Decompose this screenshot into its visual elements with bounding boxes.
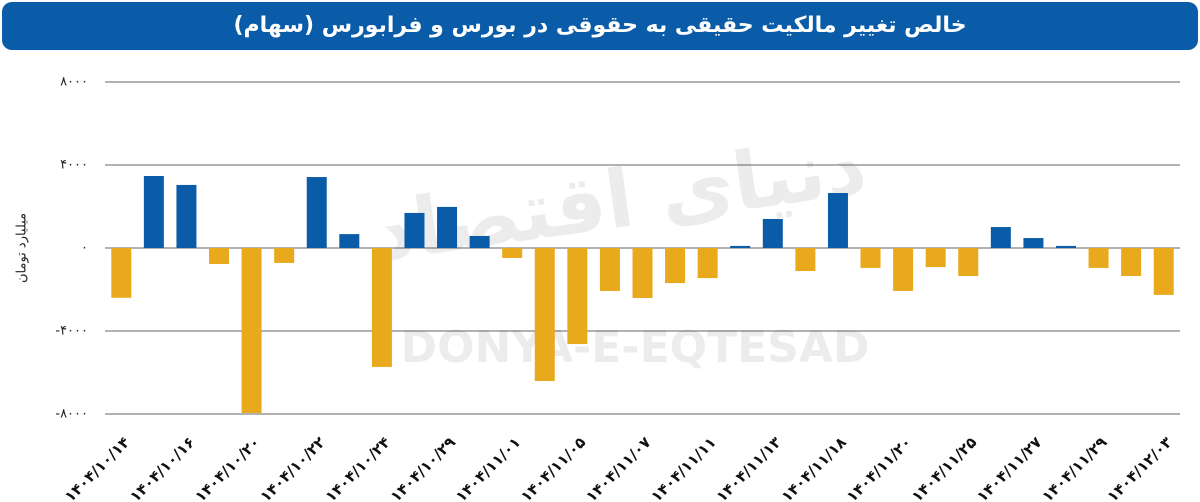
- title-bar: [2, 2, 1198, 50]
- x-tick-label: ۱۴۰۴/۱۱/۱۱: [647, 433, 719, 502]
- bar: [990, 227, 1011, 248]
- y-tick-label: ۴۰۰۰: [60, 158, 88, 173]
- x-tick-label: ۱۴۰۴/۱۱/۲۷: [973, 433, 1045, 502]
- watermark: DONYA-E-EQTESAD: [401, 322, 870, 373]
- bar: [274, 248, 295, 263]
- bar: [111, 248, 132, 298]
- bar: [534, 248, 555, 382]
- y-axis-title: میلیارد تومان: [15, 213, 30, 283]
- x-tick-label: ۱۴۰۴/۱۰/۲۲: [256, 433, 328, 502]
- bar: [925, 248, 946, 268]
- bar: [1023, 238, 1044, 248]
- x-tick-label: ۱۴۰۴/۱۱/۰۷: [582, 433, 654, 502]
- x-tick-label: ۱۴۰۴/۱۲/۰۳: [1103, 433, 1175, 502]
- bar: [599, 248, 620, 291]
- bar: [1055, 245, 1076, 248]
- bar: [860, 248, 881, 268]
- x-tick-label: ۱۴۰۴/۱۰/۲۹: [387, 433, 459, 502]
- bar: [143, 175, 164, 248]
- x-tick-label: ۱۴۰۴/۱۰/۲۴: [322, 433, 394, 502]
- bar: [827, 193, 848, 248]
- x-tick-label: ۱۴۰۴/۱۱/۰۵: [517, 433, 589, 502]
- bar: [795, 248, 816, 272]
- bar: [665, 248, 686, 284]
- y-tick-label: -۴۰۰۰: [55, 324, 88, 339]
- bar: [437, 206, 458, 248]
- y-tick-label: -۸۰۰۰: [55, 407, 88, 422]
- x-tick-label: ۱۴۰۴/۱۱/۲۵: [908, 433, 980, 502]
- x-tick-label: ۱۴۰۴/۱۰/۲۰: [191, 433, 263, 502]
- bar: [176, 184, 197, 248]
- bar: [632, 248, 653, 299]
- bar: [241, 248, 262, 413]
- x-tick-label: ۱۴۰۴/۱۰/۱۶: [126, 433, 198, 502]
- x-tick-label: ۱۴۰۴/۱۱/۱۸: [778, 433, 850, 502]
- bar: [893, 248, 914, 291]
- bar: [339, 234, 360, 248]
- bar: [762, 218, 783, 248]
- bar: [469, 235, 490, 248]
- bar: [1121, 248, 1142, 277]
- bar: [404, 212, 425, 248]
- bar: [697, 248, 718, 279]
- bar: [567, 248, 588, 345]
- bar: [306, 177, 327, 248]
- x-tick-label: ۱۴۰۴/۱۱/۰۱: [452, 433, 524, 502]
- bar: [502, 248, 523, 258]
- bar: [958, 248, 979, 277]
- bar: [1153, 248, 1174, 295]
- x-tick-label: ۱۴۰۴/۱۱/۱۳: [713, 433, 785, 502]
- y-tick-label: ۸۰۰۰: [60, 75, 88, 90]
- y-tick-label: ۰: [81, 241, 88, 256]
- bar: [371, 248, 392, 367]
- bar: [1088, 248, 1109, 268]
- bar: [209, 248, 230, 264]
- chart-title: خالص تغییر مالکیت حقیقی به حقوقی در بورس…: [233, 13, 966, 38]
- bar: [730, 245, 751, 248]
- x-tick-label: ۱۴۰۴/۱۰/۱۴: [61, 433, 133, 502]
- x-tick-label: ۱۴۰۴/۱۱/۲۰: [843, 433, 915, 502]
- x-tick-label: ۱۴۰۴/۱۱/۲۹: [1038, 433, 1110, 502]
